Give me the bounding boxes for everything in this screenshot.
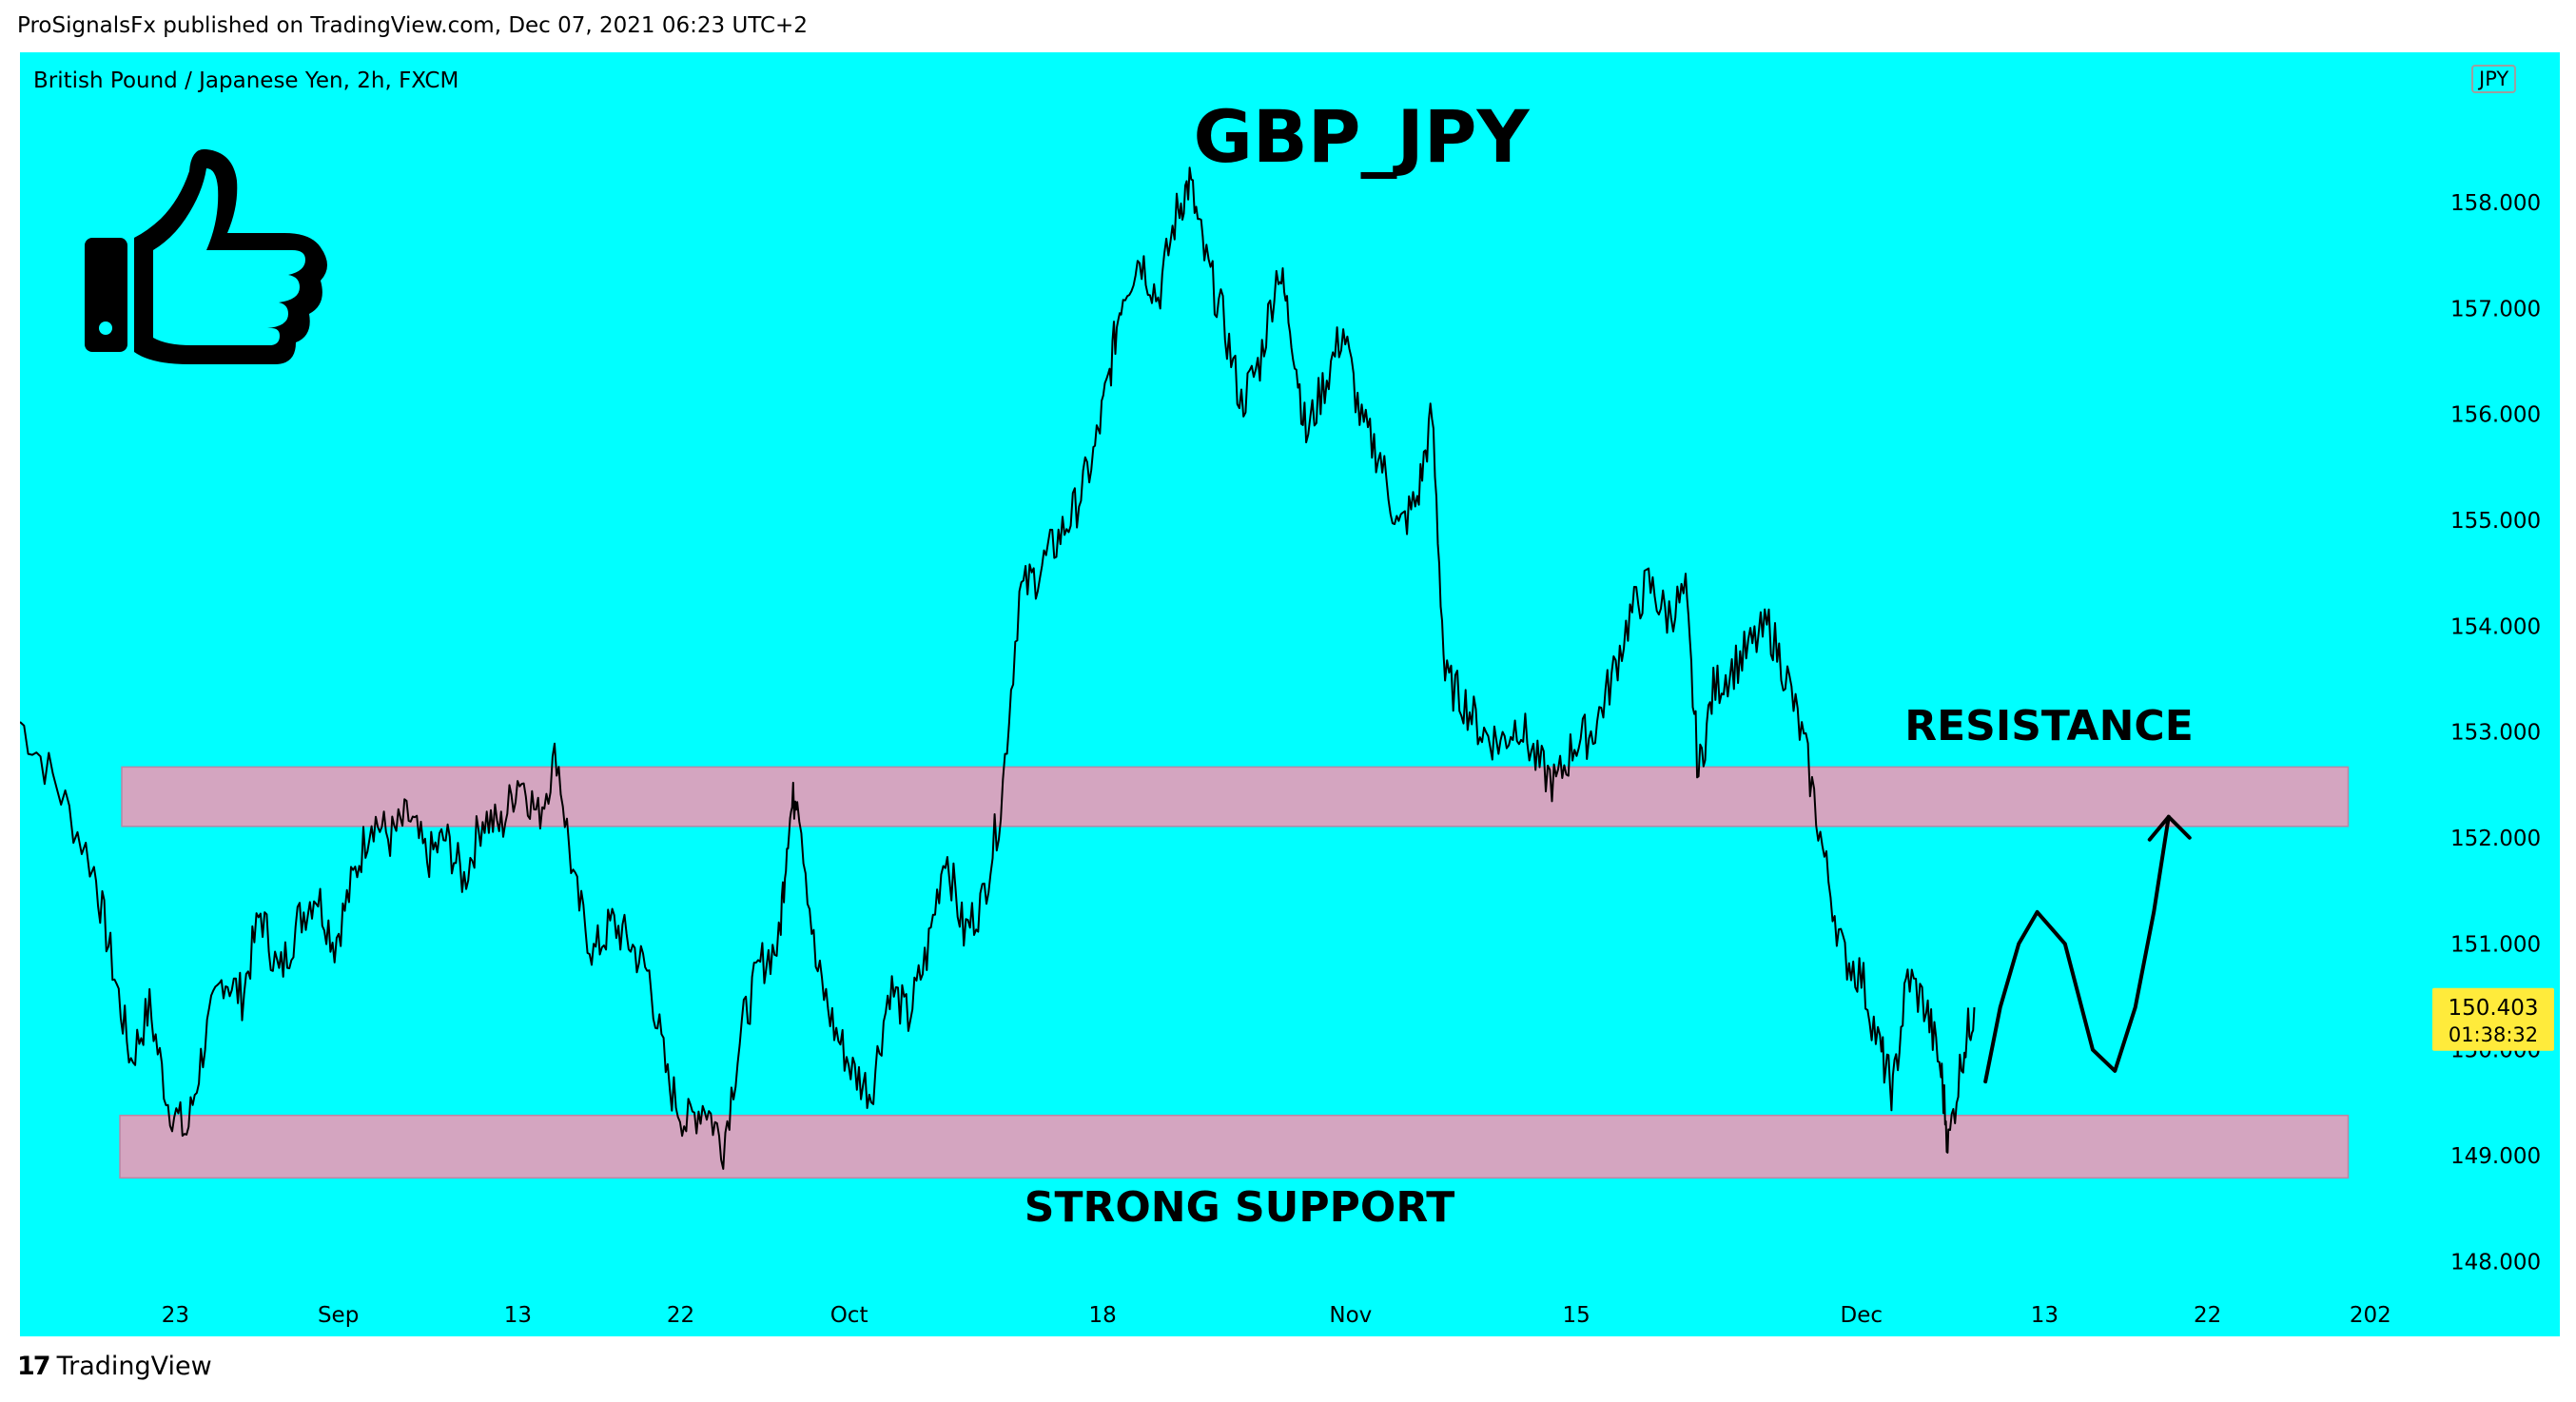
tradingview-logo-icon: 17 [17, 1352, 51, 1381]
x-tick-label: Oct [830, 1303, 868, 1328]
x-tick-label: Dec [1841, 1303, 1883, 1328]
y-tick-label: 154.000 [2450, 614, 2541, 639]
price-line [20, 166, 1976, 1170]
projection-curve [1983, 814, 2171, 1084]
last-price-badge [2432, 987, 2554, 1051]
last-price-value: 150.403 [2448, 996, 2538, 1021]
x-tick-label: Nov [1329, 1303, 1372, 1328]
y-tick-label: 151.000 [2450, 932, 2541, 957]
symbol-description: British Pound / Japanese Yen, 2h, FXCM [33, 68, 459, 93]
y-tick-label: 153.000 [2450, 721, 2541, 746]
y-tick-label: 149.000 [2450, 1144, 2541, 1169]
publisher-line: ProSignalsFx published on TradingView.co… [17, 13, 808, 38]
x-tick-label: 23 [162, 1303, 189, 1328]
y-tick-label: 148.000 [2450, 1250, 2541, 1275]
projection-arrow-head [2147, 814, 2192, 842]
footer-logo-text: TradingView [56, 1352, 212, 1381]
support-zone [119, 1114, 2350, 1179]
y-tick-label: 156.000 [2450, 403, 2541, 428]
currency-badge[interactable]: JPY [2471, 65, 2517, 93]
x-tick-label: 22 [667, 1303, 694, 1328]
x-tick-label: 18 [1088, 1303, 1116, 1328]
support-label: STRONG SUPPORT [1025, 1183, 1454, 1232]
y-tick-label: 157.000 [2450, 297, 2541, 321]
resistance-zone [121, 766, 2350, 828]
x-tick-label: 13 [504, 1303, 532, 1328]
x-tick-label: 22 [2194, 1303, 2221, 1328]
countdown-value: 01:38:32 [2449, 1023, 2538, 1046]
x-tick-label: 15 [1563, 1303, 1590, 1328]
price-chart[interactable]: 158.000 157.000 156.000 155.000 154.000 153.0… [20, 52, 2560, 1336]
y-tick-label: 155.000 [2450, 509, 2541, 534]
y-tick-label: 158.000 [2450, 191, 2541, 216]
footer: 17 TradingView [17, 1352, 212, 1381]
chart-title: GBP_JPY [1193, 94, 1530, 179]
x-tick-label: 202 [2350, 1303, 2391, 1328]
x-tick-label: 13 [2031, 1303, 2059, 1328]
chart-area[interactable]: 158.000 157.000 156.000 155.000 154.000 153.0… [20, 52, 2560, 1336]
x-tick-label: Sep [318, 1303, 359, 1328]
thumbs-up-icon [85, 148, 327, 364]
resistance-label: RESISTANCE [1904, 702, 2194, 750]
y-tick-label: 152.000 [2450, 827, 2541, 851]
